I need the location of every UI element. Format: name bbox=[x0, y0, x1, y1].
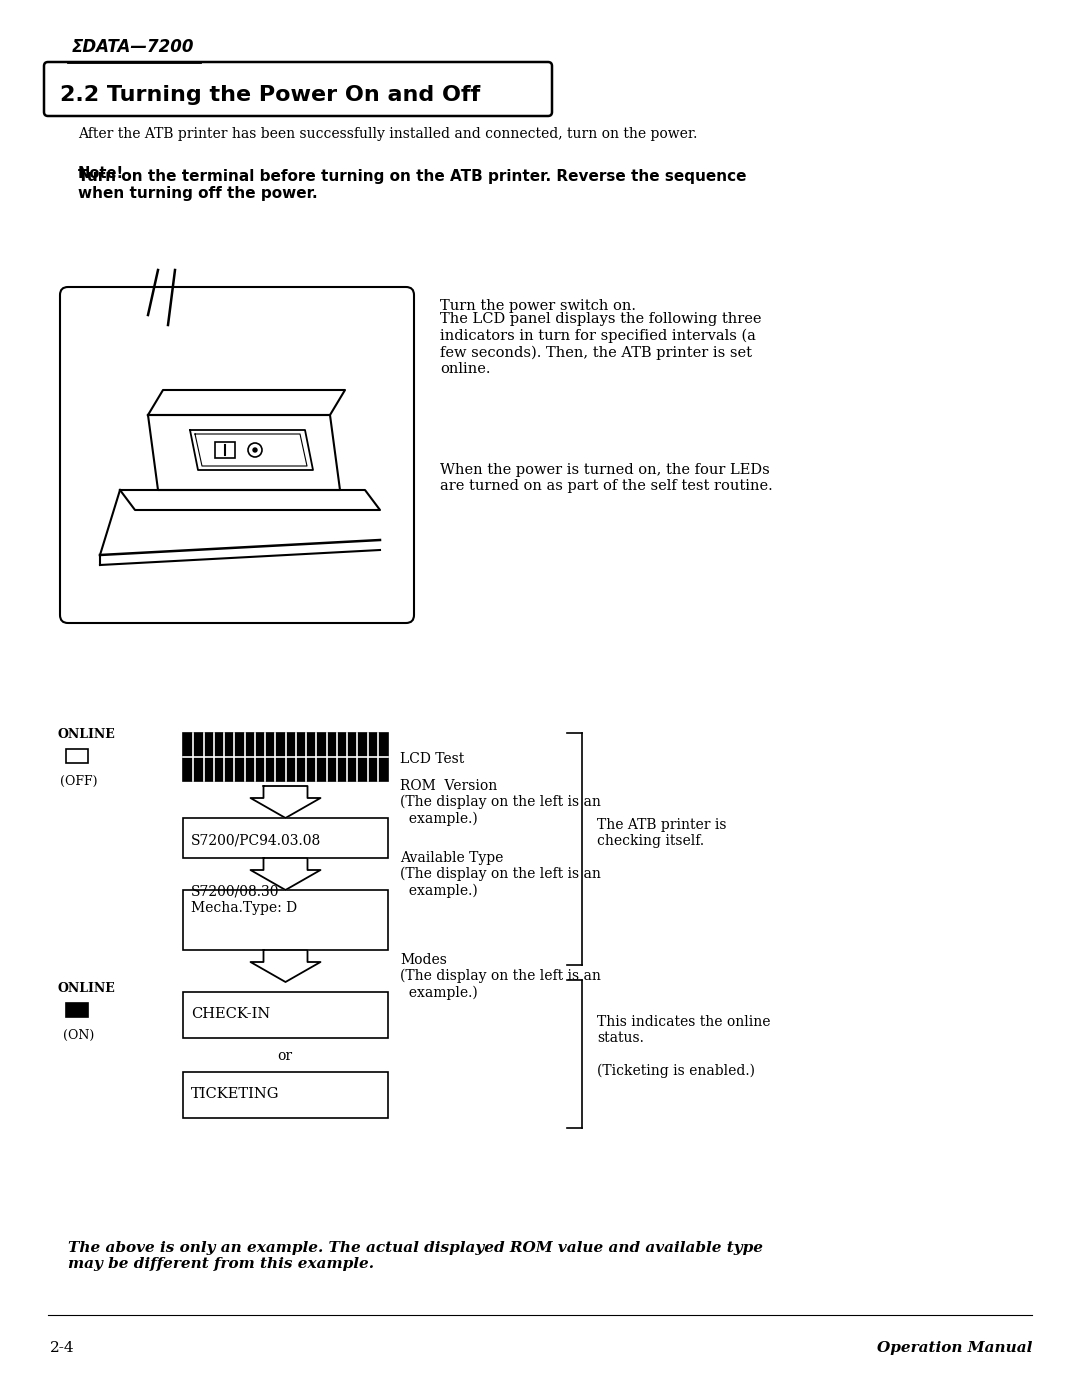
Text: S7200/PC94.03.08: S7200/PC94.03.08 bbox=[191, 833, 321, 847]
FancyBboxPatch shape bbox=[60, 286, 414, 623]
Text: When the power is turned on, the four LEDs
are turned on as part of the self tes: When the power is turned on, the four LE… bbox=[440, 462, 773, 493]
Bar bbox=[183, 1071, 388, 1118]
Text: Turn on the terminal before turning on the ATB printer. Reverse the sequence
whe: Turn on the terminal before turning on t… bbox=[78, 169, 746, 201]
Text: or: or bbox=[278, 1049, 293, 1063]
Text: ΣDATA—7200: ΣDATA—7200 bbox=[72, 38, 194, 56]
Polygon shape bbox=[251, 787, 321, 819]
Text: Available Type
(The display on the left is an
  example.): Available Type (The display on the left … bbox=[400, 851, 600, 898]
Polygon shape bbox=[120, 490, 380, 510]
Text: The above is only an example. The actual displayed ROM value and available type
: The above is only an example. The actual… bbox=[68, 1241, 762, 1271]
Polygon shape bbox=[251, 858, 321, 890]
Text: ONLINE: ONLINE bbox=[58, 728, 116, 740]
Text: ONLINE: ONLINE bbox=[58, 982, 116, 995]
Bar bbox=[183, 992, 388, 1038]
Text: TICKETING: TICKETING bbox=[191, 1087, 280, 1101]
FancyBboxPatch shape bbox=[44, 61, 552, 116]
Polygon shape bbox=[148, 390, 345, 415]
Text: Turn the power switch on.: Turn the power switch on. bbox=[440, 299, 636, 313]
Circle shape bbox=[248, 443, 262, 457]
Text: 2-4: 2-4 bbox=[50, 1341, 75, 1355]
Text: ROM  Version
(The display on the left is an
  example.): ROM Version (The display on the left is … bbox=[400, 778, 600, 826]
Polygon shape bbox=[251, 950, 321, 982]
Bar bbox=[66, 1003, 87, 1017]
Text: After the ATB printer has been successfully installed and connected, turn on the: After the ATB printer has been successfu… bbox=[78, 127, 698, 141]
Text: Note!: Note! bbox=[78, 166, 124, 182]
Text: S7200/08.30
Mecha.Type: D: S7200/08.30 Mecha.Type: D bbox=[191, 884, 297, 915]
Circle shape bbox=[253, 448, 257, 453]
Text: The LCD panel displays the following three
indicators in turn for specified inte: The LCD panel displays the following thr… bbox=[440, 313, 761, 376]
Text: Modes
(The display on the left is an
  example.): Modes (The display on the left is an exa… bbox=[400, 953, 600, 1000]
Bar bbox=[215, 441, 235, 458]
Text: Operation Manual: Operation Manual bbox=[877, 1341, 1032, 1355]
Text: LCD Test: LCD Test bbox=[400, 752, 464, 766]
Bar bbox=[66, 749, 87, 763]
Bar bbox=[183, 819, 388, 858]
Polygon shape bbox=[190, 430, 313, 469]
Text: (ON): (ON) bbox=[63, 1030, 94, 1042]
Text: CHECK-IN: CHECK-IN bbox=[191, 1007, 270, 1021]
Text: This indicates the online
status.

(Ticketing is enabled.): This indicates the online status. (Ticke… bbox=[597, 1016, 770, 1078]
Text: The ATB printer is
checking itself.: The ATB printer is checking itself. bbox=[597, 817, 727, 848]
Text: (OFF): (OFF) bbox=[60, 775, 97, 788]
Polygon shape bbox=[148, 415, 340, 490]
Bar bbox=[183, 890, 388, 950]
Text: 2.2 Turning the Power On and Off: 2.2 Turning the Power On and Off bbox=[60, 85, 481, 105]
Bar bbox=[183, 733, 388, 781]
